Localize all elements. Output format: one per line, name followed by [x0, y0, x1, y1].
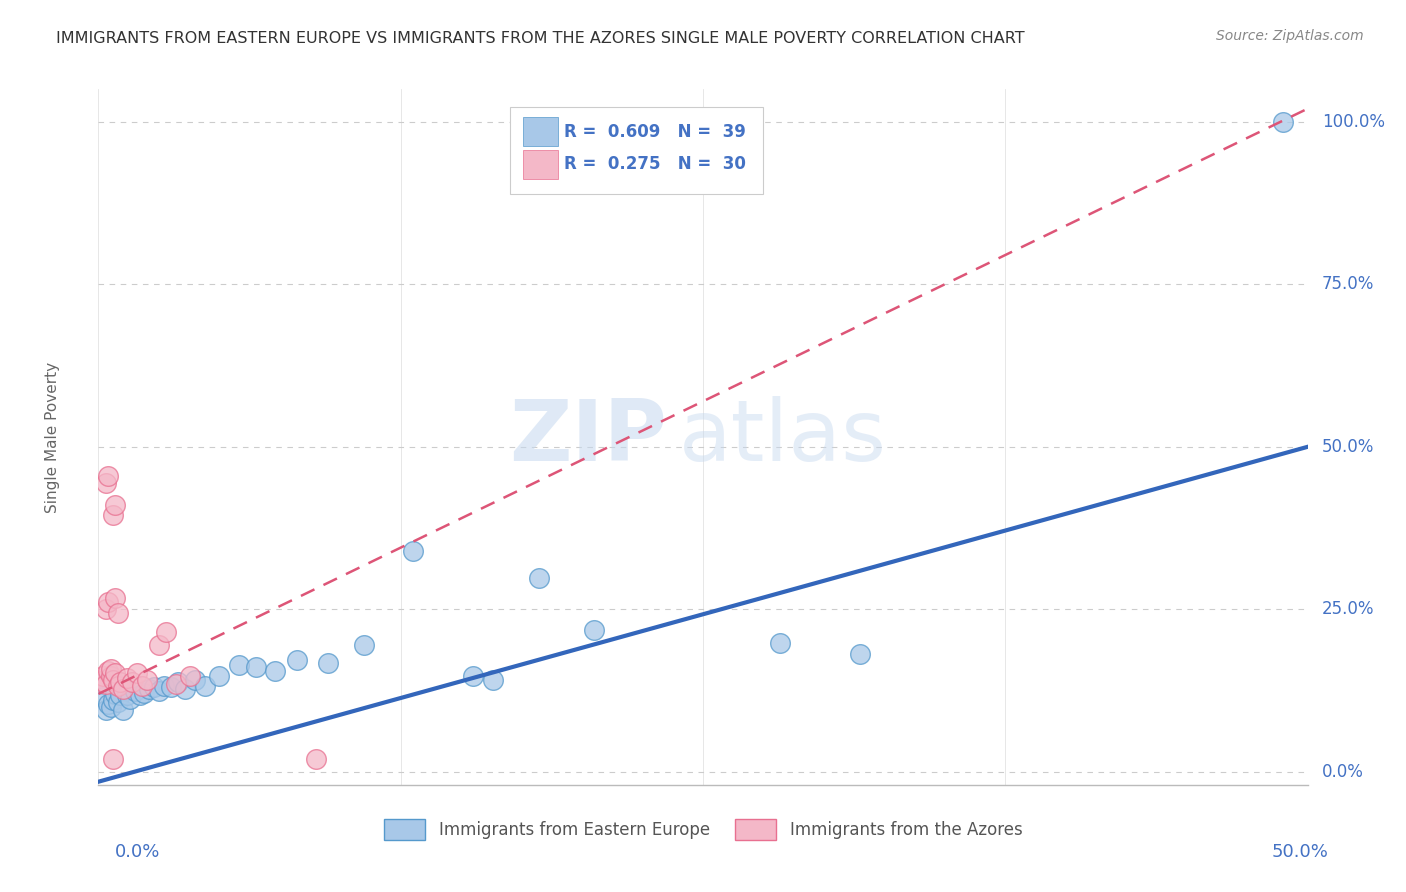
- Point: [101, 752, 124, 766]
- Text: R =  0.275   N =  30: R = 0.275 N = 30: [564, 155, 745, 173]
- Point: [135, 673, 157, 687]
- Point: [107, 606, 129, 620]
- Point: [143, 681, 166, 695]
- Point: [94, 475, 117, 490]
- Point: [527, 571, 550, 585]
- Point: [100, 669, 122, 683]
- Text: R =  0.609   N =  39: R = 0.609 N = 39: [564, 122, 745, 141]
- Point: [184, 673, 207, 687]
- Point: [104, 499, 127, 513]
- Point: [111, 703, 134, 717]
- Point: [264, 664, 287, 678]
- Point: [91, 669, 114, 683]
- Point: [402, 544, 425, 558]
- Point: [94, 703, 117, 717]
- Point: [208, 669, 231, 683]
- Point: [111, 681, 134, 696]
- Point: [121, 675, 143, 690]
- Point: [107, 679, 129, 693]
- Point: [165, 677, 187, 691]
- Point: [101, 693, 124, 707]
- Text: 100.0%: 100.0%: [1322, 112, 1385, 131]
- FancyBboxPatch shape: [523, 150, 558, 179]
- Point: [463, 669, 485, 683]
- Point: [104, 591, 127, 605]
- Text: 0.0%: 0.0%: [115, 843, 160, 861]
- Point: [90, 677, 112, 691]
- Point: [94, 677, 117, 691]
- Text: 50.0%: 50.0%: [1322, 438, 1375, 456]
- Point: [155, 625, 177, 640]
- Point: [104, 687, 127, 701]
- FancyBboxPatch shape: [509, 106, 763, 194]
- Point: [131, 679, 153, 693]
- Point: [101, 673, 124, 687]
- Point: [353, 638, 375, 652]
- Point: [97, 594, 120, 608]
- Text: ZIP: ZIP: [509, 395, 666, 479]
- Point: [769, 636, 792, 650]
- FancyBboxPatch shape: [523, 117, 558, 146]
- Point: [90, 673, 112, 688]
- Point: [117, 688, 139, 702]
- Point: [194, 679, 217, 693]
- Text: atlas: atlas: [679, 395, 887, 479]
- Point: [148, 638, 170, 652]
- Point: [134, 685, 156, 699]
- Point: [124, 683, 146, 698]
- Point: [228, 657, 250, 672]
- Point: [108, 688, 131, 702]
- Text: IMMIGRANTS FROM EASTERN EUROPE VS IMMIGRANTS FROM THE AZORES SINGLE MALE POVERTY: IMMIGRANTS FROM EASTERN EUROPE VS IMMIGR…: [56, 31, 1025, 46]
- Point: [97, 664, 120, 678]
- Point: [583, 624, 606, 638]
- Legend: Immigrants from Eastern Europe, Immigrants from the Azores: Immigrants from Eastern Europe, Immigran…: [377, 813, 1029, 847]
- Point: [174, 681, 197, 696]
- Point: [127, 666, 149, 681]
- Point: [108, 675, 131, 690]
- Point: [481, 673, 503, 687]
- Point: [167, 675, 190, 690]
- Point: [100, 700, 122, 714]
- Point: [100, 662, 122, 676]
- Point: [101, 508, 124, 522]
- Point: [305, 752, 328, 766]
- Point: [97, 697, 120, 711]
- Point: [117, 671, 139, 685]
- Point: [245, 659, 267, 673]
- Text: 50.0%: 50.0%: [1272, 843, 1329, 861]
- Point: [179, 669, 201, 683]
- Text: 25.0%: 25.0%: [1322, 600, 1375, 618]
- Point: [160, 681, 183, 695]
- Point: [118, 692, 141, 706]
- Point: [107, 695, 129, 709]
- Point: [94, 602, 117, 616]
- Point: [316, 656, 339, 670]
- Point: [849, 647, 872, 661]
- Point: [91, 690, 114, 705]
- Point: [138, 681, 160, 696]
- Point: [97, 469, 120, 483]
- Point: [1272, 114, 1295, 128]
- Text: Source: ZipAtlas.com: Source: ZipAtlas.com: [1216, 29, 1364, 43]
- Text: 0.0%: 0.0%: [1322, 763, 1364, 781]
- Text: 75.0%: 75.0%: [1322, 276, 1375, 293]
- Point: [128, 688, 150, 702]
- Point: [104, 666, 127, 681]
- Point: [152, 679, 174, 693]
- Point: [148, 683, 170, 698]
- Text: Single Male Poverty: Single Male Poverty: [45, 361, 60, 513]
- Point: [285, 653, 308, 667]
